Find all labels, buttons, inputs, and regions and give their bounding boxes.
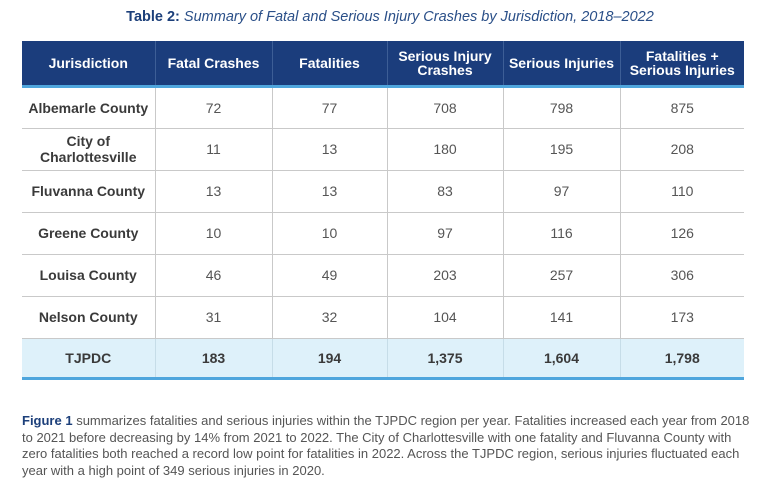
cell-serious-injuries: 97 [502, 170, 620, 213]
crash-summary-table: Jurisdiction Fatal Crashes Fatalities Se… [22, 41, 744, 380]
figure-reference: Figure 1 [22, 413, 73, 428]
total-cell-fatal-crashes: 183 [154, 338, 272, 380]
cell-fatalities: 10 [271, 212, 387, 255]
header-fatal-crashes: Fatal Crashes [154, 41, 272, 88]
cell-serious-injuries: 195 [502, 128, 620, 171]
cell-serious-injuries: 257 [502, 254, 620, 297]
cell-jurisdiction: Nelson County [22, 296, 155, 339]
header-jurisdiction: Jurisdiction [22, 41, 155, 88]
summary-text: summarizes fatalities and serious injuri… [22, 413, 750, 478]
cell-serious-injury-crashes: 83 [386, 170, 503, 213]
table-row: Nelson County 31 32 104 141 173 [22, 296, 744, 339]
cell-fatalities: 32 [271, 296, 387, 339]
cell-fatalities: 13 [271, 128, 387, 171]
cell-serious-injury-crashes: 203 [386, 254, 503, 297]
summary-paragraph: Figure 1 summarizes fatalities and serio… [22, 413, 752, 479]
cell-serious-injury-crashes: 97 [386, 212, 503, 255]
cell-fatalities-plus-serious-injuries: 173 [619, 296, 744, 339]
table-row: Fluvanna County 13 13 83 97 110 [22, 170, 744, 213]
table-caption-title: Summary of Fatal and Serious Injury Cras… [183, 9, 654, 25]
cell-jurisdiction: Fluvanna County [22, 170, 155, 213]
cell-serious-injuries: 798 [502, 86, 620, 129]
total-row: TJPDC 183 194 1,375 1,604 1,798 [22, 338, 744, 380]
cell-fatalities-plus-serious-injuries: 208 [619, 128, 744, 171]
cell-fatalities-plus-serious-injuries: 875 [619, 86, 744, 129]
cell-fatal-crashes: 11 [154, 128, 272, 171]
cell-fatal-crashes: 13 [154, 170, 272, 213]
table-caption: Table 2: Summary of Fatal and Serious In… [0, 9, 780, 25]
cell-serious-injuries: 141 [502, 296, 620, 339]
cell-jurisdiction: Albemarle County [22, 86, 155, 129]
header-serious-injuries: Serious Injuries [502, 41, 620, 88]
header-serious-injury-crashes: Serious Injury Crashes [386, 41, 503, 88]
cell-jurisdiction: City of Charlottesville [22, 128, 155, 171]
total-cell-fatalities-plus-serious-injuries: 1,798 [619, 338, 744, 380]
header-fatalities-plus-serious-injuries: Fatalities + Serious Injuries [619, 41, 744, 88]
cell-fatalities: 49 [271, 254, 387, 297]
cell-fatal-crashes: 31 [154, 296, 272, 339]
table-row: Louisa County 46 49 203 257 306 [22, 254, 744, 297]
header-fatalities: Fatalities [271, 41, 387, 88]
cell-serious-injuries: 116 [502, 212, 620, 255]
cell-jurisdiction: Louisa County [22, 254, 155, 297]
cell-fatal-crashes: 46 [154, 254, 272, 297]
cell-fatalities-plus-serious-injuries: 306 [619, 254, 744, 297]
cell-fatalities: 13 [271, 170, 387, 213]
cell-fatalities-plus-serious-injuries: 110 [619, 170, 744, 213]
table-header: Jurisdiction Fatal Crashes Fatalities Se… [22, 41, 744, 88]
table-caption-label: Table 2: [126, 9, 180, 25]
cell-fatal-crashes: 10 [154, 212, 272, 255]
table-row: City of Charlottesville 11 13 180 195 20… [22, 128, 744, 171]
cell-fatal-crashes: 72 [154, 86, 272, 129]
total-cell-serious-injuries: 1,604 [502, 338, 620, 380]
cell-serious-injury-crashes: 708 [386, 86, 503, 129]
cell-serious-injury-crashes: 104 [386, 296, 503, 339]
total-cell-serious-injury-crashes: 1,375 [386, 338, 503, 380]
total-cell-fatalities: 194 [271, 338, 387, 380]
table-row: Greene County 10 10 97 116 126 [22, 212, 744, 255]
cell-fatalities: 77 [271, 86, 387, 129]
table-row: Albemarle County 72 77 708 798 875 [22, 86, 744, 129]
table-body: Albemarle County 72 77 708 798 875 City … [22, 86, 744, 380]
total-cell-jurisdiction: TJPDC [22, 338, 155, 380]
header-row: Jurisdiction Fatal Crashes Fatalities Se… [22, 41, 744, 88]
cell-fatalities-plus-serious-injuries: 126 [619, 212, 744, 255]
cell-jurisdiction: Greene County [22, 212, 155, 255]
cell-serious-injury-crashes: 180 [386, 128, 503, 171]
